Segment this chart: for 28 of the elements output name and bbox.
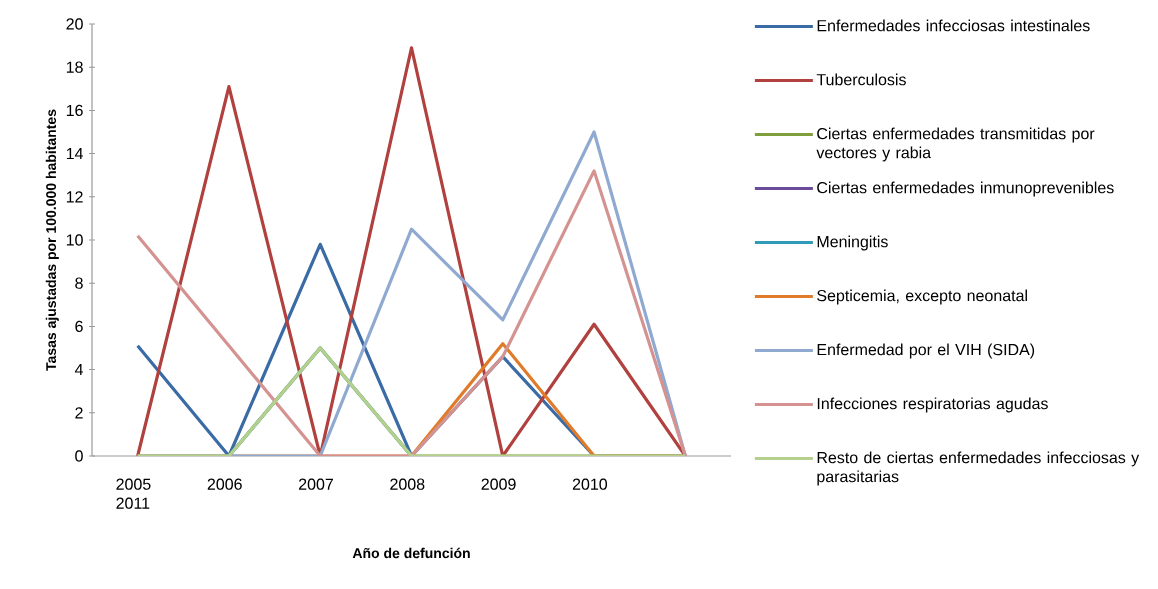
legend-label: Septicemia, excepto neonatal: [817, 289, 1027, 305]
y-tick-label: 2: [75, 407, 83, 419]
x-tick-label: 2005 2011: [116, 478, 151, 509]
x-tick-label: 2008: [390, 478, 425, 490]
x-axis-title: Año de defunción: [352, 547, 470, 559]
y-tick-label: 12: [66, 191, 83, 203]
legend-label: Infecciones respiratorias agudas: [817, 397, 1048, 413]
y-axis-title: Tasas ajustadas por 100.000 habitantes: [45, 109, 59, 371]
x-tick-label: 2009: [481, 478, 516, 490]
y-tick-label: 14: [66, 148, 83, 160]
legend-label: Resto de ciertas enfermedades infecciosas y parasitarias: [817, 451, 1140, 486]
legend-label: Tuberculosis: [816, 73, 906, 86]
y-tick-label: 16: [66, 104, 83, 117]
x-tick-label: 2010: [572, 478, 608, 490]
x-tick-label: 2007: [299, 478, 333, 490]
y-tick-label: 4: [74, 364, 83, 376]
legend-label: Enfermedades infecciosas intestinales: [817, 19, 1090, 32]
legend-label: Enfermedad por el VIH (SIDA): [817, 343, 1035, 359]
legend-label: Ciertas enfermedades inmunoprevenibles: [817, 181, 1114, 197]
y-tick-label: 10: [66, 234, 83, 246]
y-tick-label: 6: [75, 320, 83, 333]
x-tick-label: 2006: [207, 478, 242, 490]
y-tick-label: 20: [66, 18, 83, 30]
y-tick-label: 18: [66, 61, 83, 73]
y-tick-label: 0: [75, 450, 83, 462]
legend-label: Ciertas enfermedades transmitidas por vectores y rabia: [816, 127, 1095, 162]
y-tick-label: 8: [75, 277, 83, 289]
legend-label: Meningitis: [817, 235, 888, 251]
